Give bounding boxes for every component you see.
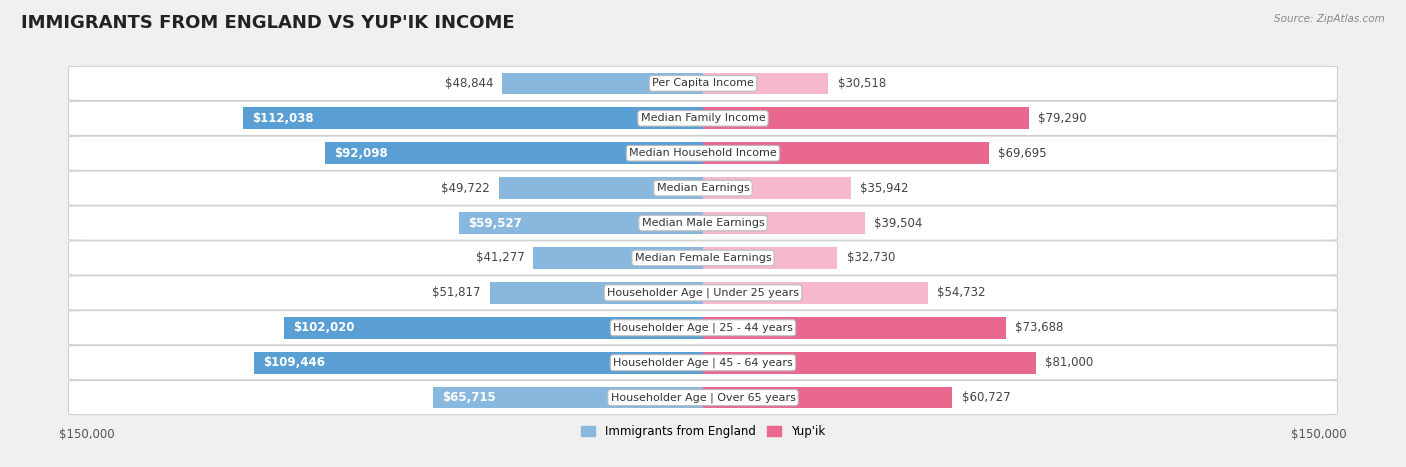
- Bar: [325, 142, 703, 164]
- Bar: [703, 72, 828, 94]
- Text: Median Male Earnings: Median Male Earnings: [641, 218, 765, 228]
- Bar: [703, 387, 952, 409]
- Text: $39,504: $39,504: [875, 217, 922, 230]
- Bar: [703, 177, 851, 199]
- Bar: [703, 352, 1036, 374]
- FancyBboxPatch shape: [69, 136, 1337, 170]
- Text: $79,290: $79,290: [1038, 112, 1087, 125]
- FancyBboxPatch shape: [69, 241, 1337, 275]
- Text: $41,277: $41,277: [475, 251, 524, 264]
- Text: IMMIGRANTS FROM ENGLAND VS YUP'IK INCOME: IMMIGRANTS FROM ENGLAND VS YUP'IK INCOME: [21, 14, 515, 32]
- Bar: [703, 107, 1029, 129]
- FancyBboxPatch shape: [69, 206, 1337, 240]
- Text: Source: ZipAtlas.com: Source: ZipAtlas.com: [1274, 14, 1385, 24]
- Text: $30,518: $30,518: [838, 77, 886, 90]
- Text: $59,527: $59,527: [468, 217, 522, 230]
- Bar: [703, 212, 865, 234]
- Text: $51,817: $51,817: [433, 286, 481, 299]
- FancyBboxPatch shape: [69, 171, 1337, 205]
- Text: $102,020: $102,020: [294, 321, 354, 334]
- Text: $65,715: $65,715: [443, 391, 496, 404]
- Bar: [243, 107, 703, 129]
- Bar: [284, 317, 703, 339]
- FancyBboxPatch shape: [69, 381, 1337, 415]
- Text: $48,844: $48,844: [444, 77, 494, 90]
- Text: Householder Age | 25 - 44 years: Householder Age | 25 - 44 years: [613, 323, 793, 333]
- Text: $35,942: $35,942: [860, 182, 908, 195]
- FancyBboxPatch shape: [69, 101, 1337, 135]
- Text: $81,000: $81,000: [1045, 356, 1092, 369]
- Bar: [703, 317, 1005, 339]
- Bar: [491, 282, 703, 304]
- Text: $60,727: $60,727: [962, 391, 1011, 404]
- Text: Householder Age | Over 65 years: Householder Age | Over 65 years: [610, 392, 796, 403]
- Legend: Immigrants from England, Yup'ik: Immigrants from England, Yup'ik: [576, 421, 830, 443]
- Text: $92,098: $92,098: [335, 147, 388, 160]
- Text: $73,688: $73,688: [1015, 321, 1063, 334]
- Bar: [458, 212, 703, 234]
- Text: Median Earnings: Median Earnings: [657, 183, 749, 193]
- FancyBboxPatch shape: [69, 346, 1337, 380]
- Bar: [499, 177, 703, 199]
- Text: $54,732: $54,732: [936, 286, 986, 299]
- Text: $69,695: $69,695: [998, 147, 1047, 160]
- Text: Median Female Earnings: Median Female Earnings: [634, 253, 772, 263]
- Text: Householder Age | Under 25 years: Householder Age | Under 25 years: [607, 288, 799, 298]
- Bar: [533, 247, 703, 269]
- Bar: [433, 387, 703, 409]
- Bar: [502, 72, 703, 94]
- FancyBboxPatch shape: [69, 311, 1337, 345]
- Text: $112,038: $112,038: [252, 112, 314, 125]
- Text: $109,446: $109,446: [263, 356, 325, 369]
- Bar: [253, 352, 703, 374]
- FancyBboxPatch shape: [69, 66, 1337, 100]
- Bar: [703, 282, 928, 304]
- Text: Median Household Income: Median Household Income: [628, 148, 778, 158]
- Text: Per Capita Income: Per Capita Income: [652, 78, 754, 88]
- Bar: [703, 247, 838, 269]
- Text: Median Family Income: Median Family Income: [641, 113, 765, 123]
- Text: $32,730: $32,730: [846, 251, 896, 264]
- FancyBboxPatch shape: [69, 276, 1337, 310]
- Text: Householder Age | 45 - 64 years: Householder Age | 45 - 64 years: [613, 357, 793, 368]
- Bar: [703, 142, 990, 164]
- Text: $49,722: $49,722: [441, 182, 489, 195]
